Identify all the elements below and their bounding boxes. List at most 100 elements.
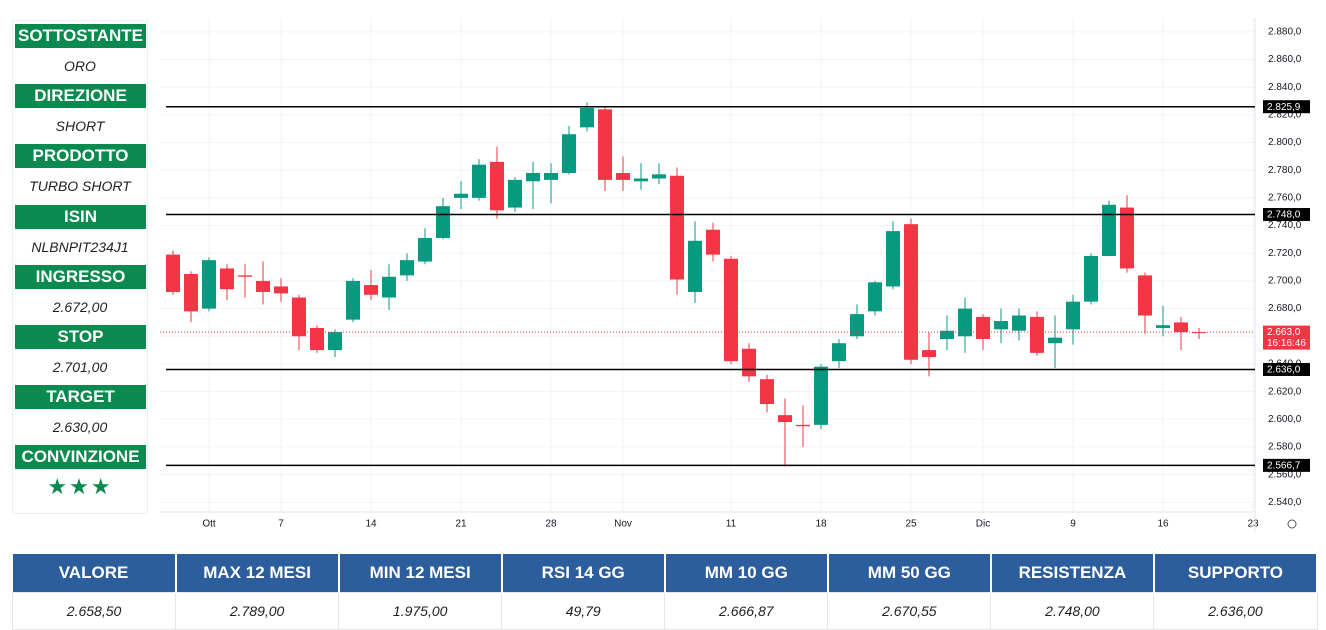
- x-tick-label: 11: [726, 519, 737, 530]
- candle-body: [598, 109, 612, 180]
- sidebar-label: INGRESSO: [15, 264, 146, 289]
- table-value: 2.658,50: [11, 592, 177, 630]
- table-header: RSI 14 GG: [501, 554, 666, 593]
- candle-body: [850, 314, 864, 337]
- candle-body: [508, 179, 522, 208]
- table-value: 2.670,55: [827, 592, 992, 630]
- candle-body: [418, 238, 432, 262]
- candle-body: [1030, 316, 1044, 353]
- candle-body: [184, 273, 198, 312]
- level-tag: [1263, 362, 1310, 376]
- sidebar-value: ORO: [64, 58, 96, 74]
- sidebar-value: NLBNPIT234J1: [31, 238, 129, 255]
- candle-body: [256, 280, 270, 292]
- y-tick-label: 2.700,0: [1268, 276, 1302, 287]
- y-tick-label: 2.600,0: [1268, 414, 1302, 425]
- candle-body: [868, 282, 882, 312]
- sidebar-label: STOP: [15, 325, 146, 349]
- level-tag: [1263, 458, 1310, 472]
- candle-body: [562, 134, 576, 173]
- stats-table: VALORE MAX 12 MESI MIN 12 MESI RSI 14 GG MM …: [11, 554, 1319, 630]
- candle-body: [400, 260, 414, 276]
- table-header: VALORE: [12, 554, 177, 593]
- table-header: MM 10 GG: [664, 554, 829, 593]
- table-value: 1.975,00: [338, 592, 503, 630]
- level-label: 2.748,0: [1267, 210, 1301, 221]
- x-tick-label: 9: [1070, 519, 1076, 530]
- y-tick-label: 2.620,0: [1268, 386, 1302, 397]
- candle-body: [922, 350, 936, 358]
- candle-body: [472, 164, 486, 198]
- candle-body: [994, 321, 1008, 330]
- sidebar-label: ISIN: [15, 204, 146, 229]
- candle-body: [1048, 337, 1062, 344]
- x-tick-label: 25: [905, 519, 917, 530]
- sidebar: SOTTOSTANTE ORO DIREZIONE SHORT PRODOTTO TURB…: [12, 20, 148, 514]
- candle-body: [1138, 275, 1152, 316]
- sidebar-value: 2.701,00: [52, 359, 108, 375]
- table-value: 49,79: [501, 592, 666, 630]
- y-tick-label: 2.780,0: [1268, 165, 1302, 176]
- value-row: 2.658,50 2.789,00 1.975,00 49,79 2.666,87 2.6…: [11, 592, 1318, 630]
- candle-body: [382, 276, 396, 298]
- sidebar-label: TARGET: [15, 385, 146, 410]
- last-price-tag: [1263, 325, 1310, 350]
- candle-body: [958, 308, 972, 337]
- candle-body: [346, 280, 360, 320]
- level-tag: [1263, 207, 1310, 221]
- last-price-time: 16:16:46: [1267, 338, 1306, 349]
- x-tick-label: 28: [545, 519, 557, 530]
- settings-icon: [1287, 519, 1297, 529]
- candle-body: [238, 275, 252, 277]
- x-tick-label: 14: [365, 519, 377, 530]
- y-tick-label: 2.720,0: [1268, 248, 1302, 259]
- candle-body: [454, 193, 468, 198]
- candle-body: [1102, 204, 1116, 257]
- candle-body: [976, 316, 990, 340]
- x-tick-label: 18: [815, 519, 827, 530]
- candle-body: [544, 172, 558, 180]
- candle-body: [202, 260, 216, 309]
- table-header: RESISTENZA: [990, 554, 1155, 593]
- level-label: 2.566,7: [1267, 461, 1301, 472]
- candle-body: [760, 379, 774, 405]
- x-tick-label: Dic: [976, 519, 990, 530]
- candle-body: [526, 172, 540, 182]
- last-price-label: 2.663,0: [1267, 327, 1301, 338]
- table-value: 2.636,00: [1153, 592, 1318, 630]
- candle-body: [940, 330, 954, 340]
- table-header: MIN 12 MESI: [338, 554, 503, 593]
- x-tick-label: 16: [1157, 519, 1169, 530]
- y-tick-label: 2.680,0: [1268, 303, 1302, 314]
- sidebar-value: 2.630,00: [52, 419, 108, 436]
- candle-body: [1120, 207, 1134, 269]
- candle-body: [166, 254, 180, 292]
- candle-body: [1012, 315, 1026, 331]
- candle-body: [796, 424, 810, 427]
- candle-body: [616, 172, 630, 180]
- candle-body: [490, 161, 504, 211]
- table-value: 2.789,00: [175, 592, 340, 630]
- x-tick-label: 7: [278, 519, 284, 530]
- sidebar-value: SHORT: [55, 118, 105, 135]
- candle-body: [328, 332, 342, 351]
- y-tick-label: 2.580,0: [1268, 442, 1302, 453]
- candle-body: [670, 175, 684, 280]
- y-tick-label: 2.560,0: [1268, 469, 1302, 480]
- y-tick-label: 2.540,0: [1268, 497, 1302, 508]
- candle-body: [778, 415, 792, 423]
- y-tick-label: 2.840,0: [1268, 82, 1302, 93]
- candle-body: [706, 229, 720, 255]
- candle-body: [814, 366, 828, 425]
- table-header: MAX 12 MESI: [175, 554, 340, 593]
- sidebar-value: ★★★: [47, 474, 113, 500]
- sidebar-label: SOTTOSTANTE: [15, 24, 146, 48]
- candle-body: [1174, 322, 1188, 333]
- candle-body: [436, 206, 450, 239]
- candle-body: [310, 327, 324, 351]
- candle-body: [580, 107, 594, 128]
- candle-body: [292, 297, 306, 337]
- table-header: MM 50 GG: [827, 554, 992, 593]
- candle-body: [1084, 256, 1098, 302]
